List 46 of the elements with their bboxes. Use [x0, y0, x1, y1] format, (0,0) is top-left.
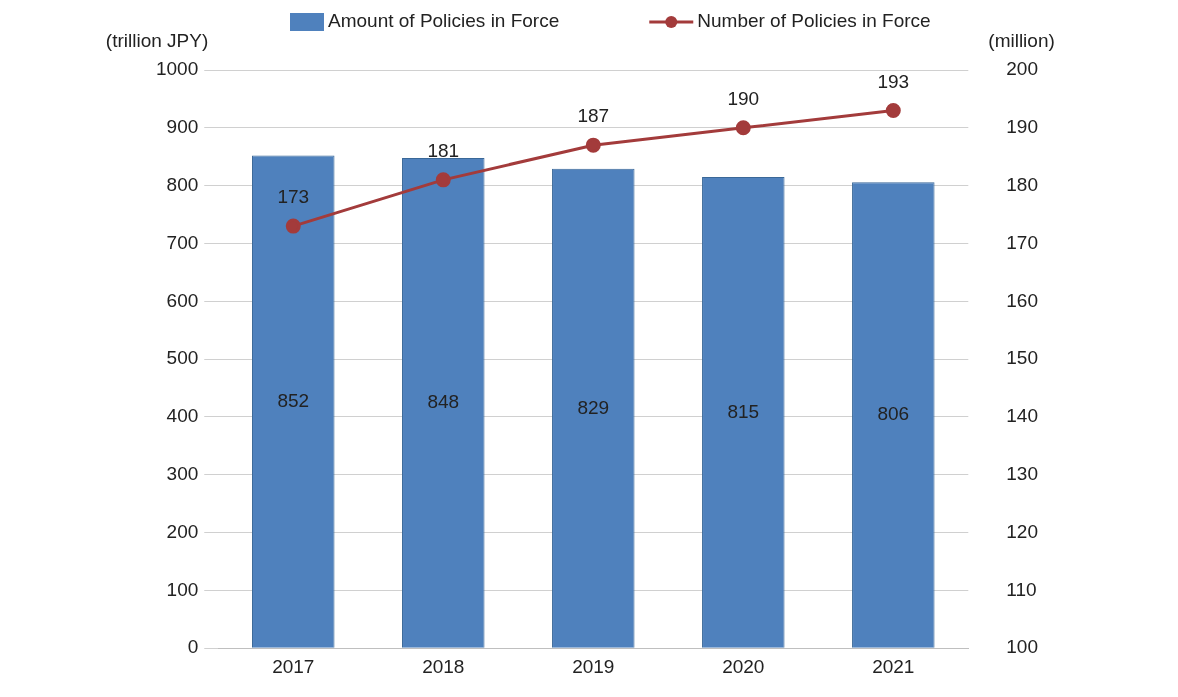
y-axis-title: (trillion JPY) [105, 30, 209, 52]
y-tick-label: 700 [166, 231, 199, 253]
y-tick-label: 1000 [155, 58, 199, 80]
y-tick-label: 500 [166, 347, 199, 369]
y2-tick-label: 160 [1006, 289, 1038, 311]
y2-tick-label: 190 [1006, 116, 1038, 138]
x-tick-label: 2021 [872, 655, 915, 677]
x-tick-label: 2018 [422, 655, 465, 677]
y-tick-label: 900 [166, 116, 199, 138]
point [735, 120, 751, 136]
y2-tick-label: 200 [1006, 58, 1038, 80]
data-label: 193 [877, 70, 910, 92]
y-tick-label: 300 [166, 462, 199, 484]
y-tick-label: 0 [187, 636, 199, 658]
y2-tick-label: 130 [1006, 462, 1038, 484]
data-label: 190 [727, 88, 760, 110]
data-label: 187 [577, 105, 610, 127]
y2-tick-label: 140 [1006, 405, 1038, 427]
point [285, 218, 301, 234]
x-tick-label: 2020 [722, 655, 765, 677]
y2-tick-label: 120 [1006, 520, 1038, 542]
x-tick-label: 2019 [572, 655, 615, 677]
y-tick-label: 800 [166, 173, 199, 195]
data-label: 815 [727, 400, 760, 422]
data-label: 181 [427, 140, 460, 162]
y2-tick-label: 100 [1006, 636, 1038, 658]
point [585, 137, 601, 153]
y2-tick-label: 110 [1006, 578, 1037, 600]
y2-tick-label: 170 [1006, 231, 1038, 253]
data-label: 829 [577, 396, 610, 418]
x-tick-label: 2017 [272, 655, 315, 677]
y-tick-label: 400 [166, 405, 199, 427]
data-label: 173 [277, 186, 310, 208]
y-tick-label: 600 [166, 289, 199, 311]
legend-label: Number of Policies in Force [697, 10, 931, 32]
y-tick-label: 200 [166, 520, 199, 542]
data-label: 848 [427, 391, 460, 413]
data-label: 852 [277, 389, 310, 411]
y2-tick-label: 150 [1006, 347, 1038, 369]
point [885, 102, 901, 118]
data-label: 806 [877, 403, 910, 425]
y-tick-label: 100 [166, 578, 199, 600]
legend-label: Amount of Policies in Force [328, 10, 560, 32]
point [435, 172, 451, 188]
y2-tick-label: 180 [1006, 173, 1038, 195]
y2-axis-title: (million) [988, 30, 1055, 52]
